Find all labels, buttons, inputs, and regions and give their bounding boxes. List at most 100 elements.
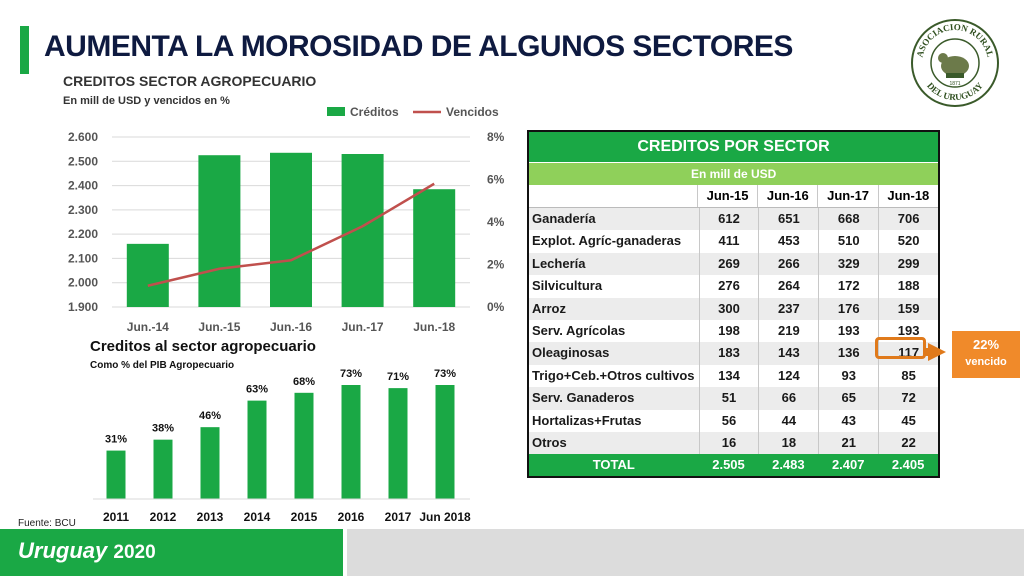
x-tick-label: Jun.-17 [342, 320, 384, 334]
y-tick-label: 1.900 [68, 300, 98, 314]
table-cell: 198 [698, 319, 759, 343]
data-label: 73% [434, 368, 456, 380]
table-cell: 299 [878, 252, 938, 276]
bar [435, 385, 455, 499]
asociacion-rural-logo: ASOCIACION RURAL DEL URUGUAY 1871 [911, 19, 999, 107]
footer-separator [343, 529, 347, 576]
callout-value: 22% [972, 337, 1000, 352]
bar [198, 155, 241, 307]
table-cell: 45 [878, 409, 938, 432]
table-row-label: Oleaginosas [532, 345, 610, 361]
bar [126, 243, 169, 307]
footer-year: 2020 [113, 542, 156, 563]
table-cell: 56 [698, 409, 759, 432]
table-row: Trigo+Ceb.+Otros cultivos 134 124 93 85 [529, 364, 938, 388]
credits-by-sector-table: CREDITOS POR SECTOR En mill de USD Jun-1… [527, 130, 940, 479]
table-cell: 510 [818, 230, 878, 253]
bar [413, 189, 456, 307]
table-cell: 2.405 [891, 457, 925, 473]
table-cell: 2.407 [831, 457, 865, 473]
legend-label: Créditos [350, 105, 399, 119]
bar [341, 154, 384, 307]
table-cell: 2.483 [772, 457, 805, 473]
table-cell: 43 [818, 409, 878, 432]
table-cell: 44 [758, 409, 818, 432]
y-tick-label: 2.300 [68, 203, 98, 217]
table-col-header: Jun-15 [696, 185, 757, 207]
footer-grey-band [347, 529, 1024, 576]
data-label: 71% [387, 371, 409, 383]
table-cell: 668 [818, 208, 878, 231]
table-cell: 2.505 [712, 457, 745, 473]
table-cell: 183 [698, 342, 759, 365]
y-tick-label: 2.000 [68, 276, 98, 290]
table-cell: 18 [758, 431, 818, 455]
table-row-label: Arroz [532, 300, 566, 316]
y-tick-label: 2.400 [68, 179, 98, 193]
svg-text:ASOCIACION RURAL: ASOCIACION RURAL [915, 22, 996, 58]
legend-label: Vencidos [446, 105, 499, 119]
oleaginosas-highlight-box [875, 337, 926, 359]
x-tick-label: Jun.-18 [413, 320, 455, 334]
table-row-label: Serv. Ganaderos [532, 390, 635, 406]
y-tick-label: 2.200 [68, 227, 98, 241]
table-header-row: Jun-15 Jun-16 Jun-17 Jun-18 [529, 185, 938, 208]
data-label: 31% [105, 434, 127, 446]
table-row-label: Trigo+Ceb.+Otros cultivos [532, 367, 695, 383]
table-cell: 136 [818, 342, 878, 365]
table-col-header: Jun-17 [817, 185, 877, 207]
table-cell: 65 [818, 387, 878, 410]
legend-swatch [327, 107, 345, 116]
callout-label: vencido [965, 356, 1007, 368]
chart1-title: CREDITOS SECTOR AGROPECUARIO [63, 73, 317, 89]
bar [388, 388, 408, 499]
x-tick-label: Jun 2018 [419, 510, 471, 524]
y2-tick-label: 6% [487, 173, 505, 187]
y2-tick-label: 8% [487, 130, 505, 144]
table-cell: 159 [878, 297, 938, 320]
bar [247, 400, 267, 499]
bar [106, 450, 126, 499]
y-tick-label: 2.100 [68, 251, 98, 265]
table-cell: 266 [758, 252, 818, 276]
data-label: 46% [199, 410, 221, 422]
table-row-label: Silvicultura [532, 278, 603, 294]
table-cell: 188 [878, 275, 938, 298]
x-tick-label: 2015 [291, 510, 318, 524]
table-col-header: Jun-18 [877, 185, 938, 207]
callout-arrow-stem [924, 348, 930, 356]
y-tick-label: 2.500 [68, 154, 98, 168]
table-cell: 143 [758, 342, 818, 365]
table-cell: 93 [818, 364, 878, 388]
x-tick-label: 2011 [103, 510, 129, 524]
table-cell: 176 [818, 297, 878, 320]
table-cell: 16 [698, 431, 759, 455]
table-row-label: Ganadería [532, 211, 596, 226]
data-label: 63% [246, 384, 268, 396]
table-row: Arroz 300 237 176 159 [529, 297, 938, 320]
table-cell: 300 [698, 297, 759, 320]
logo-text-top: ASOCIACION RURAL [915, 22, 996, 58]
x-tick-label: 2013 [197, 510, 224, 524]
data-label: 68% [293, 376, 315, 388]
table-cell: TOTAL [592, 457, 635, 473]
logo-year: 1871 [949, 81, 960, 87]
table-row-label: Explot. Agríc-ganaderas [532, 233, 682, 249]
x-tick-label: Jun.-14 [127, 320, 169, 334]
table-col-header: Jun-16 [757, 185, 817, 207]
table-title: CREDITOS POR SECTOR [529, 132, 938, 163]
chart1-subtitle: En mill de USD y vencidos en % [63, 95, 230, 107]
table-cell: 172 [818, 275, 878, 298]
footer-green-band [0, 529, 343, 576]
table-cell: 21 [818, 431, 878, 455]
x-tick-label: Jun.-16 [270, 320, 312, 334]
chart2-subtitle: Como % del PIB Agropecuario [90, 360, 235, 371]
table-row: Otros 16 18 21 22 [529, 431, 938, 455]
callout-arrow [928, 343, 946, 361]
y2-tick-label: 4% [487, 215, 505, 229]
bar [294, 392, 314, 499]
source-note: Fuente: BCU [18, 518, 76, 529]
title-accent-bar [20, 26, 29, 74]
table-row-label: Serv. Agrícolas [532, 322, 626, 338]
table-cell: 124 [758, 364, 818, 388]
